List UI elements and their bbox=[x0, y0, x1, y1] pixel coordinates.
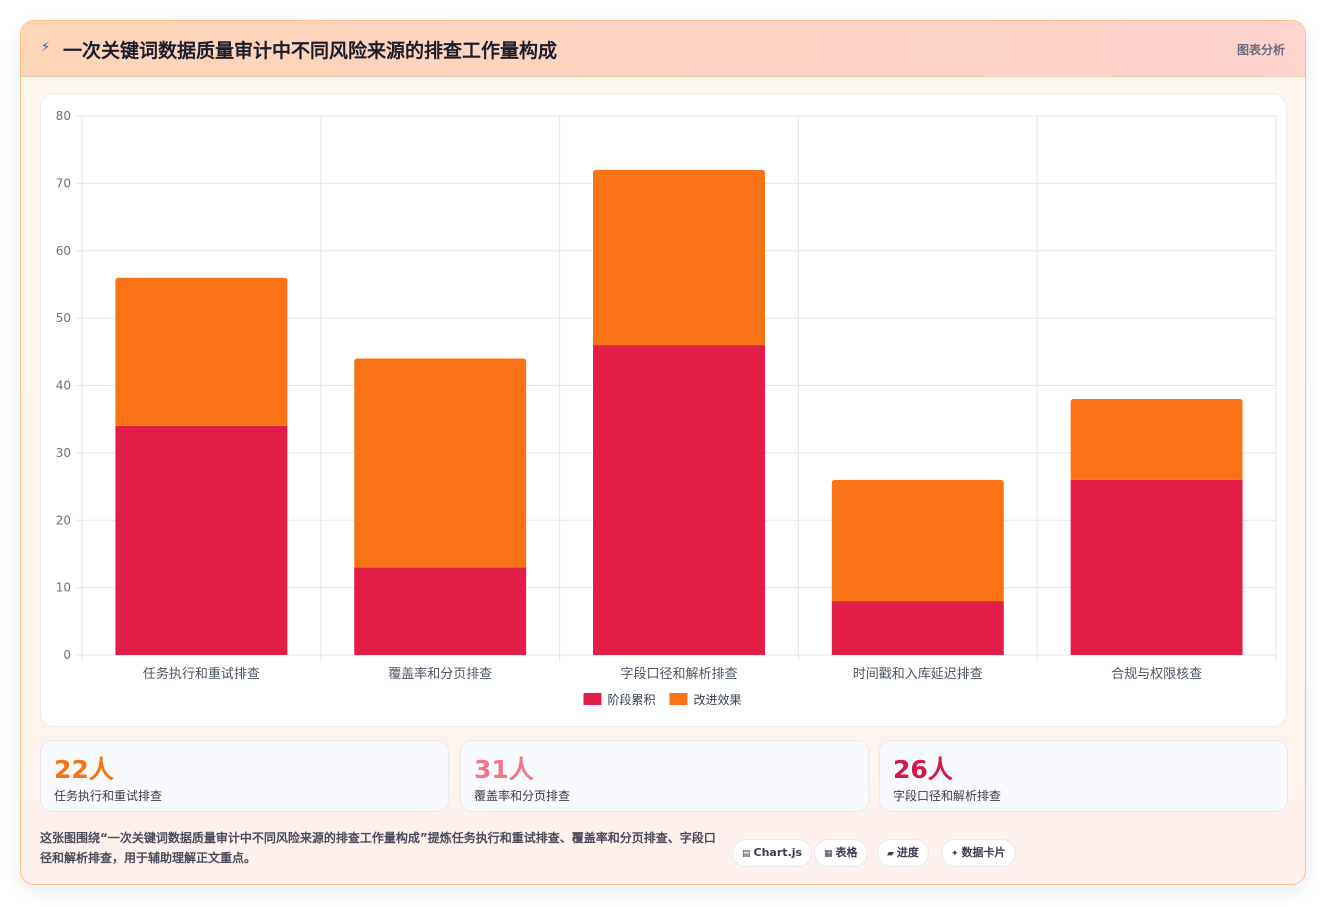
chip-data-card[interactable]: ✦ 数据卡片 bbox=[941, 839, 1016, 867]
bar-segment bbox=[115, 425, 288, 655]
legend-swatch bbox=[583, 693, 602, 705]
progress-icon: ▰ bbox=[887, 849, 894, 859]
bar-segment bbox=[831, 479, 1004, 602]
chip-label: Chart.js bbox=[753, 846, 803, 859]
chip-label: 表格 bbox=[835, 846, 858, 859]
y-tick-label: 20 bbox=[56, 513, 71, 527]
bar-segment bbox=[831, 601, 1004, 655]
legend-label: 改进效果 bbox=[694, 692, 742, 707]
stat-value: 31人 bbox=[474, 755, 534, 784]
chart-area: 0 10 20 30 40 50 60 70 80 任务执行和重试排查 覆盖率和分页排查 字段口径和解… bbox=[40, 93, 1287, 727]
stat-label: 覆盖率和分页排查 bbox=[474, 789, 571, 803]
x-tick-label: 合规与权限核查 bbox=[1111, 666, 1202, 682]
y-tick-label: 80 bbox=[56, 109, 71, 123]
chip-progress[interactable]: ▰ 进度 bbox=[877, 839, 929, 867]
bar-segment bbox=[593, 169, 765, 346]
chip-table[interactable]: ▦ 表格 bbox=[814, 839, 868, 867]
chart-icon: ▤ bbox=[742, 849, 751, 859]
chip-chartjs[interactable]: ▤ Chart.js bbox=[732, 839, 813, 867]
card-header: ⚡ 一次关键词数据质量审计中不同风险来源的排查工作量构成 图表分析 bbox=[21, 21, 1305, 77]
stat-label: 任务执行和重试排查 bbox=[54, 789, 163, 803]
x-tick-label: 时间戳和入库延迟排查 bbox=[853, 666, 983, 682]
lightning-icon: ⚡ bbox=[41, 40, 51, 55]
chart-card: ⚡ 一次关键词数据质量审计中不同风险来源的排查工作量构成 图表分析 0 10 20 3… bbox=[20, 20, 1306, 885]
y-tick-label: 50 bbox=[56, 311, 71, 325]
y-tick-label: 10 bbox=[56, 581, 71, 595]
chart-title: 一次关键词数据质量审计中不同风险来源的排查工作量构成 bbox=[63, 40, 558, 62]
bar-segment bbox=[354, 358, 527, 568]
table-icon: ▦ bbox=[824, 849, 833, 859]
y-tick-label: 60 bbox=[56, 244, 71, 258]
chart-description: 这张图围绕“一次关键词数据质量审计中不同风险来源的排查工作量构成”提炼任务执行和… bbox=[40, 831, 716, 865]
stat-value: 22人 bbox=[54, 755, 114, 784]
chip-label: 数据卡片 bbox=[961, 846, 1006, 859]
stacked-bar-chart: 0 10 20 30 40 50 60 70 80 任务执行和重试排查 覆盖率和分页排查 字段口径和解… bbox=[56, 109, 1277, 707]
y-tick-label: 0 bbox=[63, 648, 71, 662]
x-tick-label: 字段口径和解析排查 bbox=[620, 667, 737, 682]
y-tick-label: 40 bbox=[56, 379, 71, 393]
stat-card: 31人 覆盖率和分页排查 bbox=[460, 740, 869, 812]
stat-card: 26人 字段口径和解析排查 bbox=[879, 740, 1288, 812]
chip-label: 进度 bbox=[896, 846, 919, 859]
stat-card: 22人 任务执行和重试排查 bbox=[40, 740, 449, 812]
legend-label: 阶段累积 bbox=[608, 692, 656, 707]
bar-segment bbox=[1070, 479, 1243, 655]
stat-value: 26人 bbox=[893, 755, 953, 784]
bar-segment bbox=[593, 345, 765, 655]
x-tick-label: 任务执行和重试排查 bbox=[143, 666, 260, 682]
chart-analysis-tag: 图表分析 bbox=[1236, 43, 1285, 57]
stat-label: 字段口径和解析排查 bbox=[893, 789, 1002, 803]
bar-segment bbox=[1070, 398, 1243, 480]
x-tick-label: 覆盖率和分页排查 bbox=[388, 666, 492, 682]
bar-segment bbox=[354, 567, 527, 655]
bar-segment bbox=[115, 277, 288, 426]
y-tick-label: 70 bbox=[56, 176, 71, 190]
y-tick-label: 30 bbox=[56, 446, 71, 460]
sparkle-icon: ✦ bbox=[951, 849, 959, 859]
legend-swatch bbox=[669, 693, 688, 705]
